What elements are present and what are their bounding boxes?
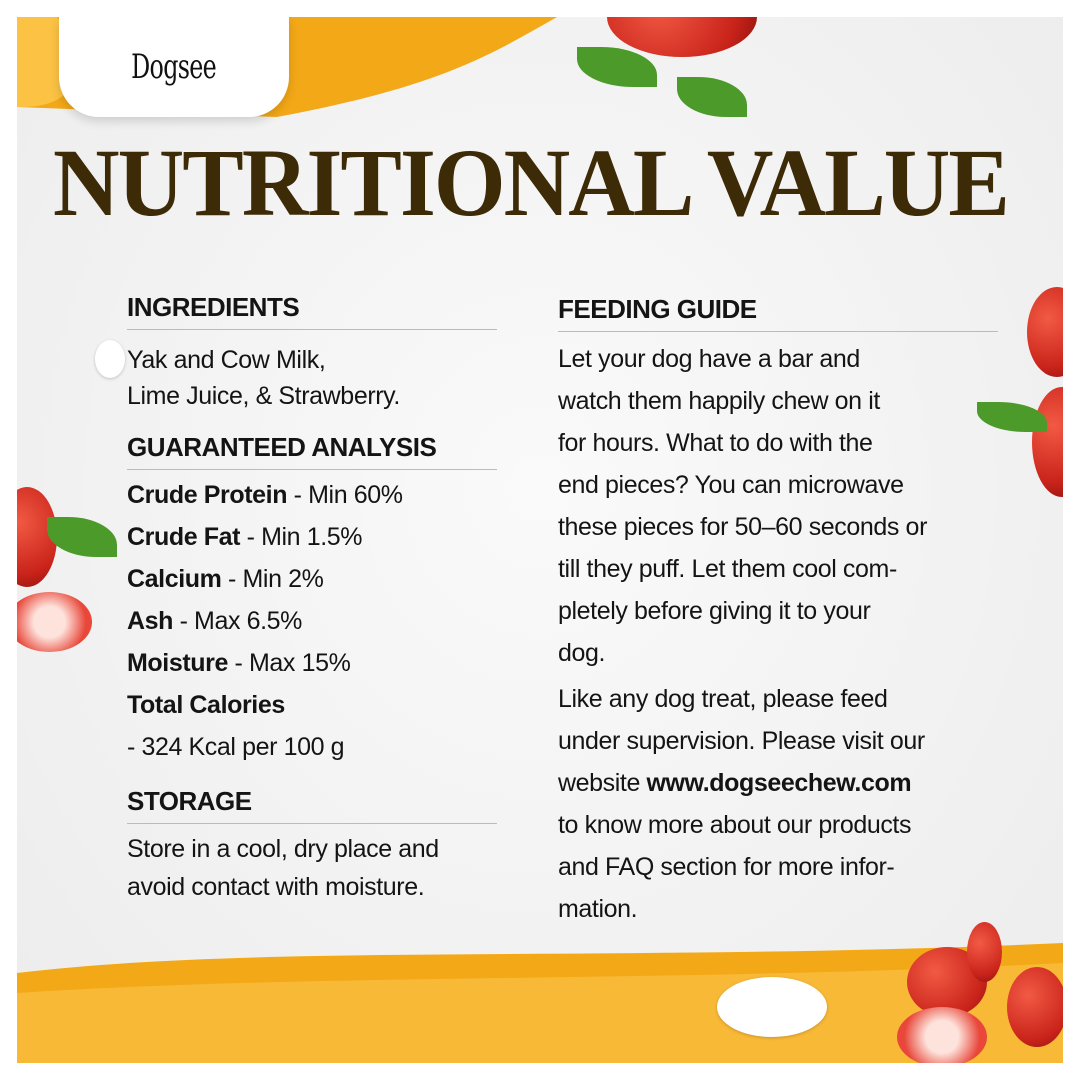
analysis-name: Crude Fat <box>127 523 241 551</box>
analysis-item: Crude Fat - Min 1.5% <box>127 516 497 558</box>
analysis-item: Calcium - Min 2% <box>127 558 497 600</box>
feeding-line: for hours. What to do with the <box>558 429 873 457</box>
storage-line: avoid contact with moisture. <box>127 873 425 901</box>
left-column: INGREDIENTS Yak and Cow Milk, Lime Juice… <box>127 292 497 906</box>
analysis-item: Total Calories <box>127 684 497 726</box>
storage-heading: STORAGE <box>127 786 497 824</box>
strawberry-decoration <box>17 592 92 652</box>
analysis-heading: GUARANTEED ANALYSIS <box>127 432 497 470</box>
analysis-name: Calcium <box>127 565 222 593</box>
feeding-line: to know more about our products <box>558 811 912 839</box>
website-link[interactable]: www.dogseechew.com <box>646 769 912 797</box>
feeding-line: end pieces? You can microwave <box>558 471 904 499</box>
analysis-value: - Max 6.5% <box>173 607 303 635</box>
feeding-line: and FAQ section for more infor- <box>558 853 895 881</box>
analysis-value: - Max 15% <box>227 649 351 677</box>
feeding-line: these pieces for 50–60 seconds or <box>558 513 927 541</box>
analysis-name: Crude Protein <box>127 481 288 509</box>
feeding-line: pletely before giving it to your <box>558 597 871 625</box>
strawberry-decoration <box>897 1007 987 1063</box>
analysis-item: Crude Protein - Min 60% <box>127 474 497 516</box>
analysis-name: Total Calories <box>127 691 285 719</box>
feeding-line: dog. <box>558 639 606 667</box>
analysis-value: - Min 1.5% <box>240 523 363 551</box>
strawberry-decoration <box>1027 287 1063 377</box>
feeding-line: till they puff. Let them cool com- <box>558 555 897 583</box>
feeding-line: under supervision. Please visit our <box>558 727 925 755</box>
feeding-line: Let your dog have a bar and <box>558 345 860 373</box>
feeding-line: watch them happily chew on it <box>558 387 880 415</box>
feeding-line: mation. <box>558 895 638 923</box>
feeding-heading: FEEDING GUIDE <box>558 294 998 332</box>
analysis-name: Moisture <box>127 649 228 677</box>
ingredients-line: Yak and Cow Milk, <box>127 346 326 374</box>
calories-value: - 324 Kcal per 100 g <box>127 733 345 761</box>
feeding-line: Like any dog treat, please feed <box>558 685 888 713</box>
strawberry-decoration <box>967 922 1002 982</box>
strawberry-decoration <box>1007 967 1063 1047</box>
analysis-value: - Min 2% <box>221 565 324 593</box>
storage-line: Store in a cool, dry place and <box>127 835 439 863</box>
analysis-item: Ash - Max 6.5% <box>127 600 497 642</box>
nutrition-card: Dogsee NUTRITIONAL VALUE INGREDIENTS Yak… <box>17 17 1063 1063</box>
milk-drop <box>95 340 125 378</box>
leaf-decoration <box>47 517 117 557</box>
page-title: NUTRITIONAL VALUE <box>53 129 1010 236</box>
website-prefix: website <box>558 769 647 797</box>
feeding-line: website www.dogseechew.com <box>558 762 998 804</box>
feeding-guide-column: FEEDING GUIDE Let your dog have a bar an… <box>558 294 998 930</box>
analysis-item: Moisture - Max 15% <box>127 642 497 684</box>
ingredients-line: Lime Juice, & Strawberry. <box>127 382 400 410</box>
brand-logo: Dogsee <box>131 47 218 87</box>
ingredients-heading: INGREDIENTS <box>127 292 497 330</box>
logo-tab: Dogsee <box>59 17 289 117</box>
strawberry-decoration <box>1032 387 1063 497</box>
analysis-value: - Min 60% <box>287 481 403 509</box>
analysis-name: Ash <box>127 607 174 635</box>
milk-splash <box>717 977 827 1037</box>
